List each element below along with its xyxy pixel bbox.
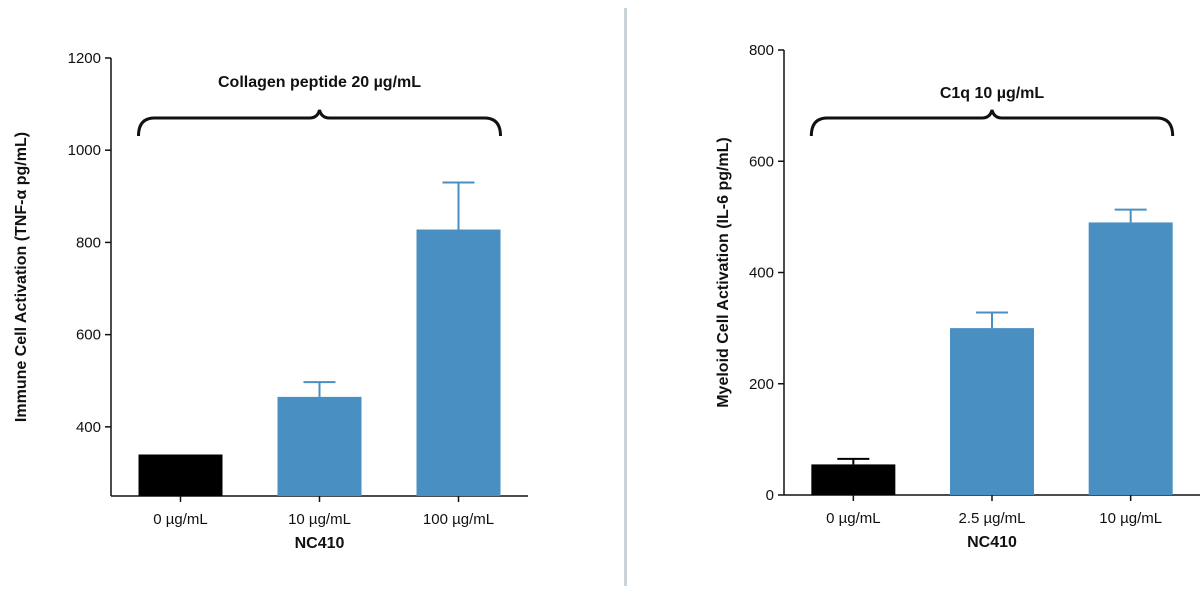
y-tick-label: 800: [76, 234, 101, 251]
y-tick-label: 200: [749, 376, 774, 393]
y-tick-label: 1200: [68, 50, 101, 67]
y-tick-label: 0: [766, 487, 774, 504]
x-axis-title: NC410: [967, 534, 1017, 551]
y-tick-label: 800: [749, 42, 774, 59]
chart-immune-activation-svg: 400 600 800 1000 1200 0 µg/mL 10 µg/mL 100 µg/m…: [13, 50, 528, 552]
x-category-label: 0 µg/mL: [826, 510, 881, 527]
bar: [277, 396, 362, 496]
x-axis-title: NC410: [295, 535, 345, 552]
y-axis-title: Immune Cell Activation (TNF-α pg/mL): [13, 132, 30, 422]
annotation-bracket: [809, 109, 1175, 137]
x-category-label: 10 µg/mL: [1099, 510, 1162, 527]
chart-myeloid-activation: 0 200 400 600 800 0 µg/mL 2.5 µg/mL 10 µg/mL NC4…: [630, 0, 1203, 594]
bar: [1088, 222, 1173, 495]
chart-immune-activation: 400 600 800 1000 1200 0 µg/mL 10 µg/mL 100 µg/m…: [0, 0, 600, 594]
panel-divider: [624, 8, 627, 586]
y-tick-label: 400: [76, 419, 101, 436]
bar: [811, 464, 896, 495]
y-tick-label: 400: [749, 265, 774, 282]
x-category-label: 100 µg/mL: [423, 511, 494, 528]
x-category-label: 0 µg/mL: [153, 511, 208, 528]
bar: [138, 454, 223, 496]
y-tick-label: 1000: [68, 142, 101, 159]
bar: [416, 229, 501, 496]
y-tick-label: 600: [749, 153, 774, 170]
annotation-label: Collagen peptide 20 µg/mL: [218, 74, 421, 91]
annotation-bracket: [137, 109, 502, 137]
y-tick-label: 600: [76, 327, 101, 344]
bar: [950, 328, 1034, 495]
x-category-label: 10 µg/mL: [288, 511, 351, 528]
y-axis-title: Myeloid Cell Activation (IL-6 pg/mL): [715, 137, 732, 408]
chart-myeloid-activation-svg: 0 200 400 600 800 0 µg/mL 2.5 µg/mL 10 µg/mL NC4…: [715, 42, 1200, 551]
annotation-label: C1q 10 µg/mL: [940, 85, 1045, 102]
x-category-label: 2.5 µg/mL: [958, 510, 1025, 527]
